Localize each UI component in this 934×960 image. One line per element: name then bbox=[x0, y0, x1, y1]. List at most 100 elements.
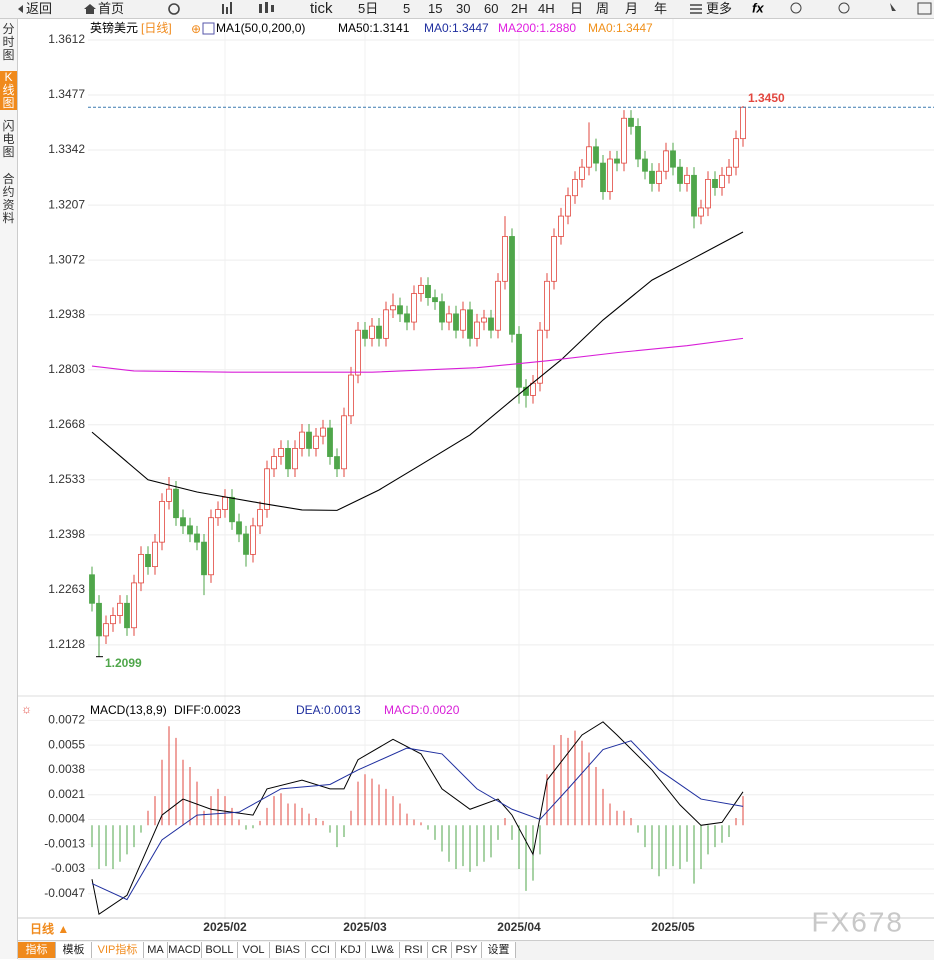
candle-body bbox=[481, 317, 487, 323]
pin-icon[interactable] bbox=[890, 3, 896, 11]
ma-line bbox=[91, 337, 744, 373]
indicator-tab[interactable]: BOLL bbox=[202, 942, 238, 958]
zoom-in-icon[interactable] bbox=[838, 2, 850, 14]
toolbar-button[interactable]: 周 bbox=[596, 1, 610, 16]
chart-title: 英镑美元 [日线] bbox=[90, 20, 172, 35]
home-icon[interactable] bbox=[84, 4, 96, 14]
candle-body bbox=[369, 325, 375, 339]
window-icon[interactable] bbox=[917, 2, 932, 15]
toolbar-button[interactable]: 年 bbox=[654, 1, 668, 16]
period-selector[interactable]: 日线 ▲ bbox=[30, 921, 69, 936]
indicator-tab[interactable]: 指标 bbox=[18, 942, 56, 958]
indicator-tab[interactable]: 设置 bbox=[482, 942, 516, 958]
candle-icon[interactable] bbox=[271, 5, 274, 12]
candle-icon[interactable] bbox=[259, 4, 262, 13]
indicator-tab[interactable]: BIAS bbox=[270, 942, 306, 958]
x-tick-label: 2025/05 bbox=[651, 920, 695, 934]
chart-icon[interactable] bbox=[226, 7, 228, 14]
candle-body bbox=[691, 174, 697, 217]
side-tab[interactable]: 闪电图 bbox=[2, 119, 15, 159]
candle-body bbox=[285, 448, 291, 470]
candle-body bbox=[572, 179, 578, 197]
toolbar-button[interactable]: 60 bbox=[484, 1, 499, 16]
side-tab[interactable]: K线图 bbox=[0, 71, 17, 110]
chart: 1.2128 1.2263 1.2398 1.2533 1.2668 1.2803 1.29… bbox=[18, 19, 934, 940]
toolbar-button[interactable]: 月 bbox=[625, 1, 639, 16]
toolbar-button[interactable]: 15 bbox=[428, 1, 443, 16]
refresh-icon[interactable] bbox=[168, 3, 180, 15]
candle-body bbox=[593, 146, 599, 164]
toolbar-button[interactable]: 5日 bbox=[358, 1, 379, 16]
back-icon[interactable] bbox=[18, 5, 23, 13]
y-tick-label: 1.2938 bbox=[48, 307, 85, 321]
toolbar-button[interactable]: 5 bbox=[403, 1, 411, 16]
side-tab[interactable]: 分时图 bbox=[2, 22, 15, 62]
toolbar-button[interactable]: 返回 bbox=[26, 1, 53, 16]
toolbar-button[interactable]: 首页 bbox=[98, 1, 125, 16]
side-tab[interactable]: 合约资料 bbox=[2, 172, 15, 225]
candle-body bbox=[320, 427, 326, 437]
candle-icon[interactable] bbox=[265, 2, 268, 13]
candle-body bbox=[173, 488, 179, 519]
indicator-tab[interactable]: MA bbox=[144, 942, 168, 958]
y-tick-label: 1.2128 bbox=[48, 637, 85, 651]
indicator-icon: ☼ bbox=[21, 702, 32, 716]
candle-body bbox=[663, 150, 669, 172]
candle-body bbox=[502, 236, 508, 282]
candle-body bbox=[698, 207, 704, 217]
candle-body bbox=[607, 158, 613, 193]
watermark: FX678 bbox=[812, 906, 905, 937]
toolbar-button[interactable]: 更多 bbox=[706, 1, 733, 16]
candle-body bbox=[215, 509, 221, 519]
y-tick-label: 1.2668 bbox=[48, 417, 85, 431]
fx-icon[interactable]: fx bbox=[752, 0, 764, 15]
candle-body bbox=[278, 448, 284, 457]
zoom-out-icon[interactable] bbox=[790, 2, 802, 14]
indicator-tab[interactable]: PSY bbox=[452, 942, 482, 958]
candle-body bbox=[656, 170, 662, 184]
candle-body bbox=[586, 146, 592, 168]
indicator-tab[interactable]: LW& bbox=[366, 942, 400, 958]
candle-body bbox=[243, 533, 249, 555]
candle-body bbox=[306, 431, 312, 449]
toolbar-button[interactable]: 30 bbox=[456, 1, 471, 16]
legend-icon bbox=[202, 22, 215, 35]
indicator-tab[interactable]: KDJ bbox=[336, 942, 366, 958]
candle-body bbox=[103, 623, 109, 637]
candle-body bbox=[89, 574, 95, 604]
x-tick-label: 2025/03 bbox=[343, 920, 387, 934]
menu-icon[interactable] bbox=[690, 4, 702, 14]
chart-icon[interactable] bbox=[222, 4, 224, 14]
candle-body bbox=[509, 236, 515, 335]
candle-body bbox=[628, 117, 634, 127]
y-tick-label: 1.3207 bbox=[48, 197, 85, 211]
indicator-tab[interactable]: VOL bbox=[238, 942, 270, 958]
legend-entry: MA50:1.3141 bbox=[338, 21, 410, 35]
indicator-tab[interactable]: VIP指标 bbox=[92, 942, 144, 958]
indicator-tab[interactable]: 模板 bbox=[56, 942, 92, 958]
low-label: 1.2099 bbox=[105, 656, 142, 670]
candle-body bbox=[488, 317, 494, 331]
candle-body bbox=[376, 325, 382, 339]
indicator-tab[interactable]: CCI bbox=[306, 942, 336, 958]
toolbar-button[interactable]: tick bbox=[310, 0, 333, 17]
y-tick-label: 1.3612 bbox=[48, 32, 85, 46]
candle-body bbox=[187, 525, 193, 535]
candle-body bbox=[642, 158, 648, 172]
candle-body bbox=[236, 521, 242, 535]
candle-body bbox=[432, 297, 438, 303]
indicator-tab[interactable]: MACD bbox=[168, 942, 202, 958]
candle-body bbox=[565, 195, 571, 217]
toolbar-button[interactable]: 2H bbox=[511, 1, 528, 16]
chart-icon[interactable] bbox=[230, 2, 232, 14]
candle-body bbox=[719, 174, 725, 188]
candle-body bbox=[712, 179, 718, 188]
candle-body bbox=[397, 305, 403, 315]
candle-body bbox=[390, 305, 396, 311]
candle-body bbox=[264, 468, 270, 510]
candle-body bbox=[740, 106, 746, 140]
indicator-tab[interactable]: RSI bbox=[400, 942, 428, 958]
toolbar-button[interactable]: 日 bbox=[570, 1, 584, 16]
indicator-tab[interactable]: CR bbox=[428, 942, 452, 958]
toolbar-button[interactable]: 4H bbox=[538, 1, 555, 16]
